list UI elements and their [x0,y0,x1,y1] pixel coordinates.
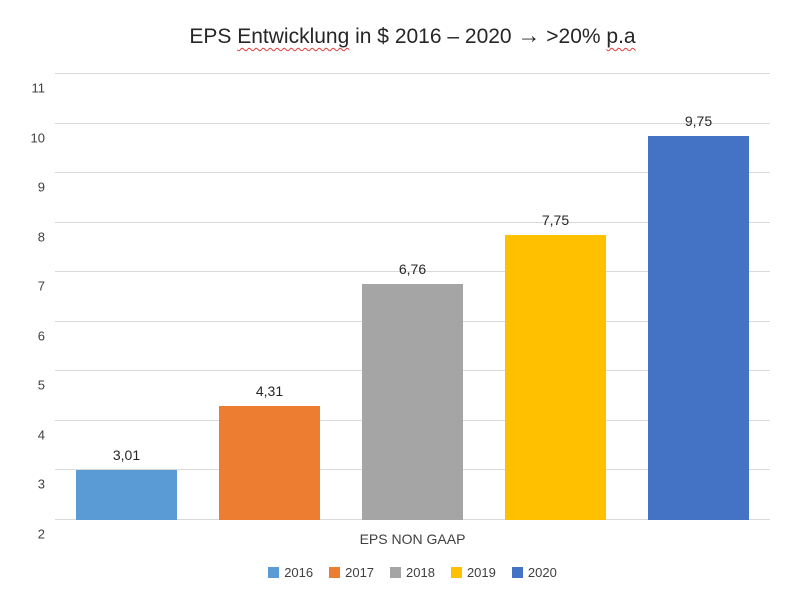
gridline: 11 [32,73,770,96]
legend-label: 2020 [527,565,557,580]
bar-slot-2020: 9,75 [627,74,770,520]
chart-title-part: in $ 2016 – 2020 [349,25,518,48]
legend-label: 2017 [345,565,375,580]
legend-swatch-2016 [268,567,280,578]
legend-swatch-2019 [450,567,462,578]
bar-value-label: 3,01 [112,446,141,463]
y-axis-tick-label: 9 [37,179,45,195]
y-axis-tick-label: 6 [37,328,45,344]
bar-value-label: 7,75 [541,212,570,229]
gridline: 8 [38,221,770,244]
bar-2019 [505,235,606,520]
y-axis-tick-label: 7 [37,278,45,294]
bar-value-label: 6,76 [398,261,427,278]
legend-item-2017: 2017 [329,565,374,580]
bar-slot-2019: 7,75 [484,74,627,520]
bar-value-label: 4,31 [255,382,284,399]
legend-swatch-2018 [390,567,402,578]
legend-label: 2019 [466,565,496,580]
bar-2017 [219,405,320,520]
y-axis-tick-label: 4 [37,427,45,443]
chart-title-part: p.a [606,25,636,48]
y-axis-tick-label: 3 [37,476,45,492]
y-axis-tick-label: 2 [37,526,45,542]
legend: 2016 2017 2018 2019 2020 [55,565,770,580]
chart-title-part: → [517,22,541,48]
legend-item-2019: 2019 [450,565,496,580]
bar-2016 [76,469,177,520]
chart-title-part: Entwicklung [237,25,350,48]
gridline: 10 [31,122,770,145]
legend-item-2020: 2020 [511,565,557,580]
legend-item-2018: 2018 [390,565,435,580]
plot-area: 2 3 4 5 6 7 8 9 10 11 3,01 4,31 6,76 7,75 9,75 [31,73,770,542]
bar-slot-2017: 4,31 [198,74,341,520]
chart-title: EPS Entwicklung in $ 2016 – 2020 → >20% … [55,22,770,49]
chart-title-part: >20% [540,25,607,48]
y-axis-tick-label: 11 [31,80,46,96]
x-axis-title: EPS NON GAAP [359,531,466,547]
bar-slot-2016: 3,01 [55,74,198,520]
gridline: 9 [38,172,770,195]
bar-value-label: 9,75 [684,112,713,129]
legend-swatch-2017 [329,567,341,578]
legend-label: 2016 [284,565,314,580]
y-axis-tick-label: 10 [30,130,45,146]
legend-label: 2018 [406,565,435,580]
legend-swatch-2020 [511,567,523,578]
bar-2018 [362,284,463,520]
legend-item-2016: 2016 [268,565,313,580]
bar-2020 [648,135,749,520]
bars-layer: 3,01 4,31 6,76 7,75 9,75 [55,74,770,520]
y-axis-tick-label: 5 [37,377,45,393]
bar-slot-2018: 6,76 [341,74,484,520]
chart-title-part: EPS [189,25,238,48]
y-axis-tick-label: 8 [37,229,45,245]
gridline: 7 [38,271,770,294]
